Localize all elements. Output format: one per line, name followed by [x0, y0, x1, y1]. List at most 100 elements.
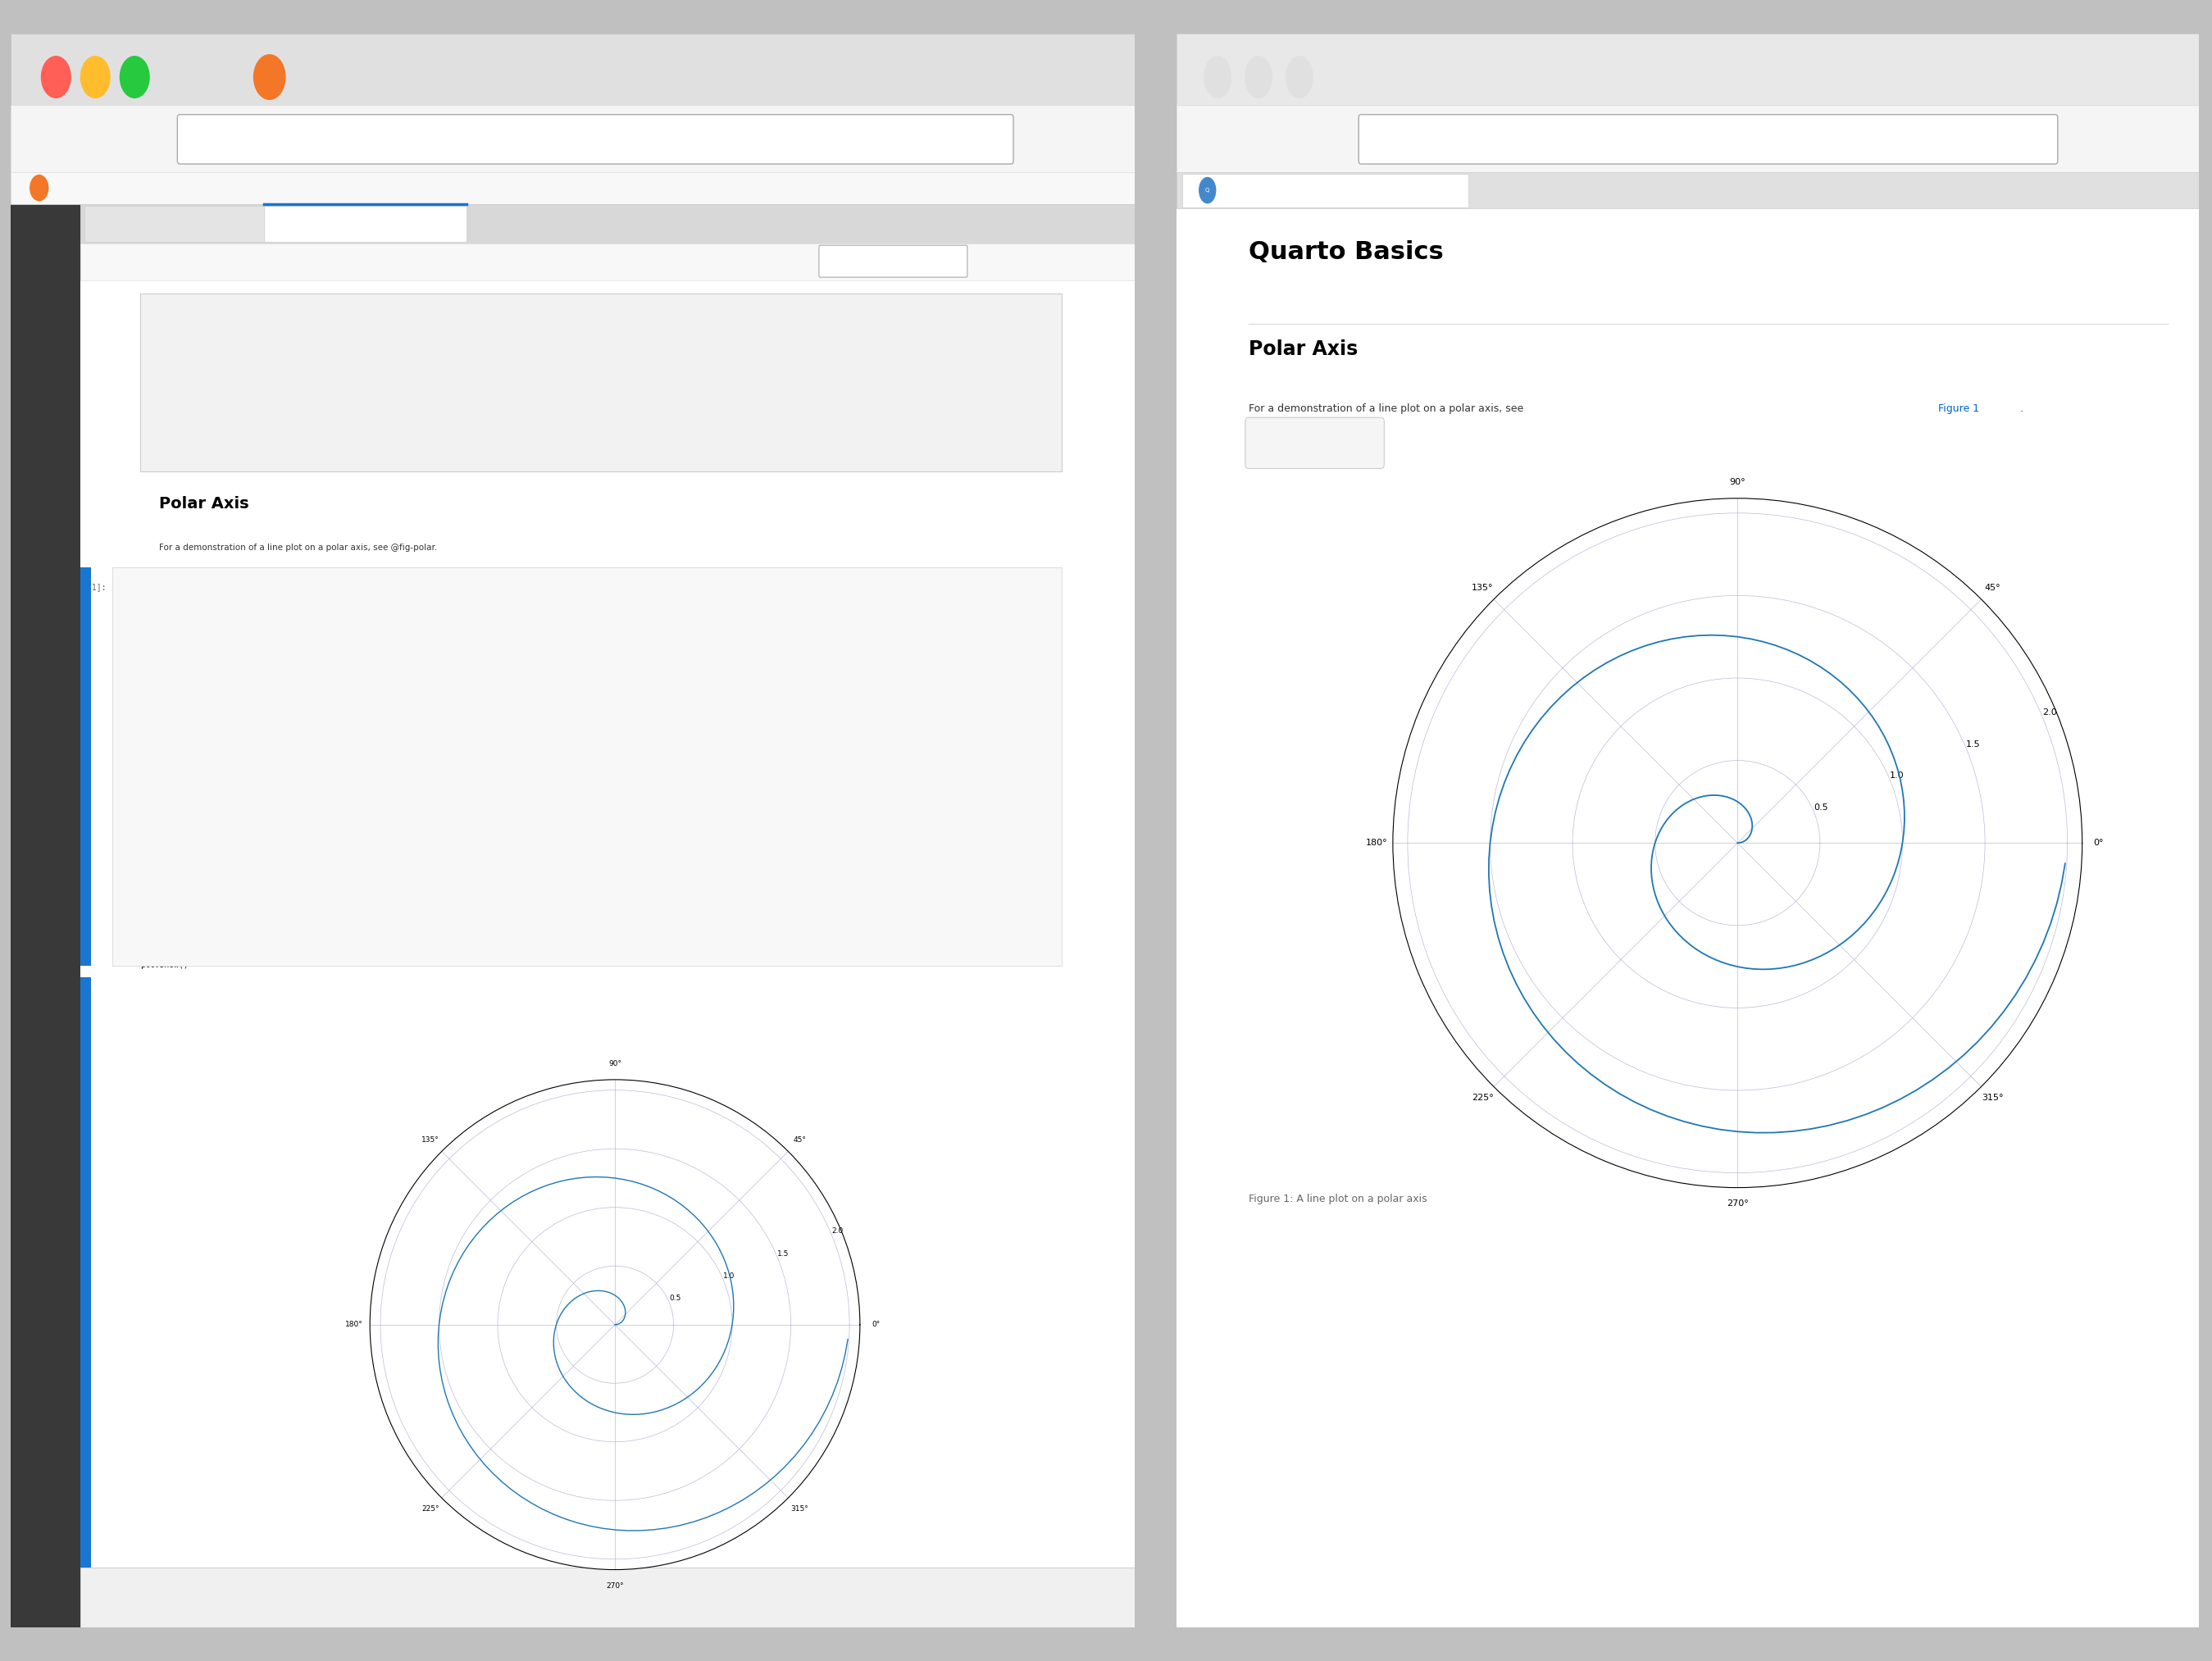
- Text: 1: 1: [285, 907, 292, 915]
- Text: code-fold: true: code-fold: true: [159, 397, 250, 405]
- Circle shape: [80, 56, 111, 98]
- FancyBboxPatch shape: [80, 204, 1135, 244]
- Text: ,: ,: [294, 907, 303, 915]
- Circle shape: [1285, 56, 1312, 98]
- Text: ○○: ○○: [157, 1595, 168, 1601]
- Text: ⋮: ⋮: [1095, 133, 1106, 145]
- Text: Simple: Simple: [95, 1595, 117, 1601]
- FancyBboxPatch shape: [1177, 209, 2199, 1628]
- Text: plt.show(): plt.show(): [139, 962, 188, 970]
- Text: □: □: [192, 257, 199, 266]
- Text: }: }: [407, 826, 411, 834]
- Text: ): ): [323, 744, 327, 752]
- Text: View: View: [192, 184, 212, 193]
- Text: ax.grid(: ax.grid(: [139, 933, 179, 942]
- Text: For a demonstration of a line plot on a polar axis, see: For a demonstration of a line plot on a …: [1248, 404, 1526, 414]
- Text: ---: ---: [159, 442, 175, 450]
- Text: Code  ⌄: Code ⌄: [878, 257, 909, 266]
- Text: Kernel: Kernel: [319, 184, 343, 193]
- Text: ×: ×: [451, 219, 458, 228]
- Text: ◼ 1: ◼ 1: [237, 1595, 248, 1601]
- Circle shape: [42, 56, 71, 98]
- Text: basics.ipynb - JupyterLab: basics.ipynb - JupyterLab: [422, 71, 544, 83]
- Text: format:: format:: [159, 352, 192, 360]
- Text: theta =: theta =: [139, 771, 179, 779]
- Text: File: File: [84, 184, 97, 193]
- Text: 0.01: 0.01: [294, 744, 312, 752]
- FancyBboxPatch shape: [11, 33, 1135, 105]
- Text: ,: ,: [272, 907, 281, 915]
- Text: ↑: ↑: [2124, 135, 2130, 143]
- Text: →: →: [80, 133, 88, 145]
- Text: * np.pi * r: * np.pi * r: [208, 771, 265, 779]
- Text: ▶ Code: ▶ Code: [1261, 439, 1294, 447]
- Text: ,: ,: [279, 744, 290, 752]
- Text: ▶: ▶: [261, 257, 268, 266]
- Text: ---: ---: [159, 307, 175, 316]
- Text: ⚙: ⚙: [1086, 219, 1095, 228]
- Text: basics.ip...: basics.ip...: [927, 1595, 962, 1601]
- Text: ■: ■: [294, 257, 301, 266]
- Text: localhost:4479: localhost:4479: [1670, 135, 1747, 143]
- Text: 0.5: 0.5: [250, 907, 263, 915]
- Text: #| fig-cap: "A line plot on a polar axis": #| fig-cap: "A line plot on a polar axis…: [139, 610, 338, 618]
- FancyBboxPatch shape: [1181, 173, 1469, 208]
- Text: ]): ]): [352, 907, 361, 915]
- Text: ,: ,: [257, 744, 268, 752]
- Text: Saving compl...: Saving compl...: [425, 1595, 476, 1601]
- Text: ⓘ: ⓘ: [199, 136, 204, 143]
- Text: ↻: ↻: [363, 257, 367, 266]
- Text: 'polar': 'polar': [356, 826, 392, 834]
- Text: ): ): [139, 852, 146, 860]
- Text: numpy as np: numpy as np: [188, 663, 246, 671]
- FancyBboxPatch shape: [11, 105, 1135, 173]
- Text: Figure 1: Figure 1: [1938, 404, 1980, 414]
- Text: ■: ■: [42, 259, 51, 269]
- Text: Settings: Settings: [471, 184, 504, 193]
- FancyBboxPatch shape: [263, 206, 467, 243]
- Text: True: True: [199, 933, 219, 942]
- Text: ×: ×: [250, 219, 257, 228]
- FancyBboxPatch shape: [80, 977, 91, 1568]
- Text: subplot_kw = {: subplot_kw = {: [139, 826, 217, 835]
- Text: Edit: Edit: [137, 184, 153, 193]
- Text: Run: Run: [250, 184, 265, 193]
- Text: +: +: [1509, 184, 1517, 196]
- Text: import: import: [139, 691, 168, 698]
- Text: →: →: [1254, 133, 1263, 145]
- Text: ←: ←: [40, 133, 49, 145]
- FancyBboxPatch shape: [1177, 105, 2199, 173]
- Text: Polar Axis: Polar Axis: [1248, 339, 1358, 359]
- Text: Polar Axis: Polar Axis: [159, 495, 250, 512]
- Text: 0: 0: [248, 744, 252, 752]
- Text: ⋮: ⋮: [2163, 184, 2172, 196]
- Text: basics.ipynb: basics.ipynb: [319, 219, 365, 226]
- Text: matplotlib.pyplot as plt: matplotlib.pyplot as plt: [188, 691, 310, 698]
- Text: 💾: 💾: [93, 257, 97, 266]
- Text: ax.set_rticks([: ax.set_rticks([: [139, 907, 212, 915]
- Text: ⏩: ⏩: [396, 257, 400, 266]
- FancyBboxPatch shape: [80, 244, 1135, 281]
- Circle shape: [1245, 56, 1272, 98]
- FancyBboxPatch shape: [1177, 33, 2199, 105]
- Text: ←: ←: [1212, 133, 1223, 145]
- Text: Q: Q: [1206, 188, 1210, 193]
- Text: localhost:8888/lab/tree/basics.ipynb: localhost:8888/lab/tree/basics.ipynb: [509, 135, 681, 143]
- Text: 'projection': 'projection': [259, 826, 316, 834]
- Text: 0: 0: [199, 1595, 204, 1601]
- Text: ): ): [228, 933, 232, 942]
- FancyBboxPatch shape: [1177, 173, 2199, 209]
- FancyBboxPatch shape: [139, 292, 1062, 472]
- Text: ◎ Python 3 |...: ◎ Python 3 |...: [307, 1595, 354, 1601]
- Text: Mode: Com...: Mode: Com...: [562, 1595, 606, 1601]
- Text: :: :: [343, 826, 352, 834]
- FancyBboxPatch shape: [177, 115, 1013, 164]
- FancyBboxPatch shape: [1245, 417, 1385, 468]
- Circle shape: [119, 56, 148, 98]
- Circle shape: [1199, 178, 1217, 203]
- FancyBboxPatch shape: [80, 281, 1135, 1568]
- Text: 2: 2: [345, 907, 349, 915]
- Text: fig, ax = plt.subplots(: fig, ax = plt.subplots(: [139, 799, 252, 807]
- Text: .: .: [2020, 404, 2024, 414]
- Text: For a demonstration of a line plot on a polar axis, see @fig-polar.: For a demonstration of a line plot on a …: [159, 543, 438, 551]
